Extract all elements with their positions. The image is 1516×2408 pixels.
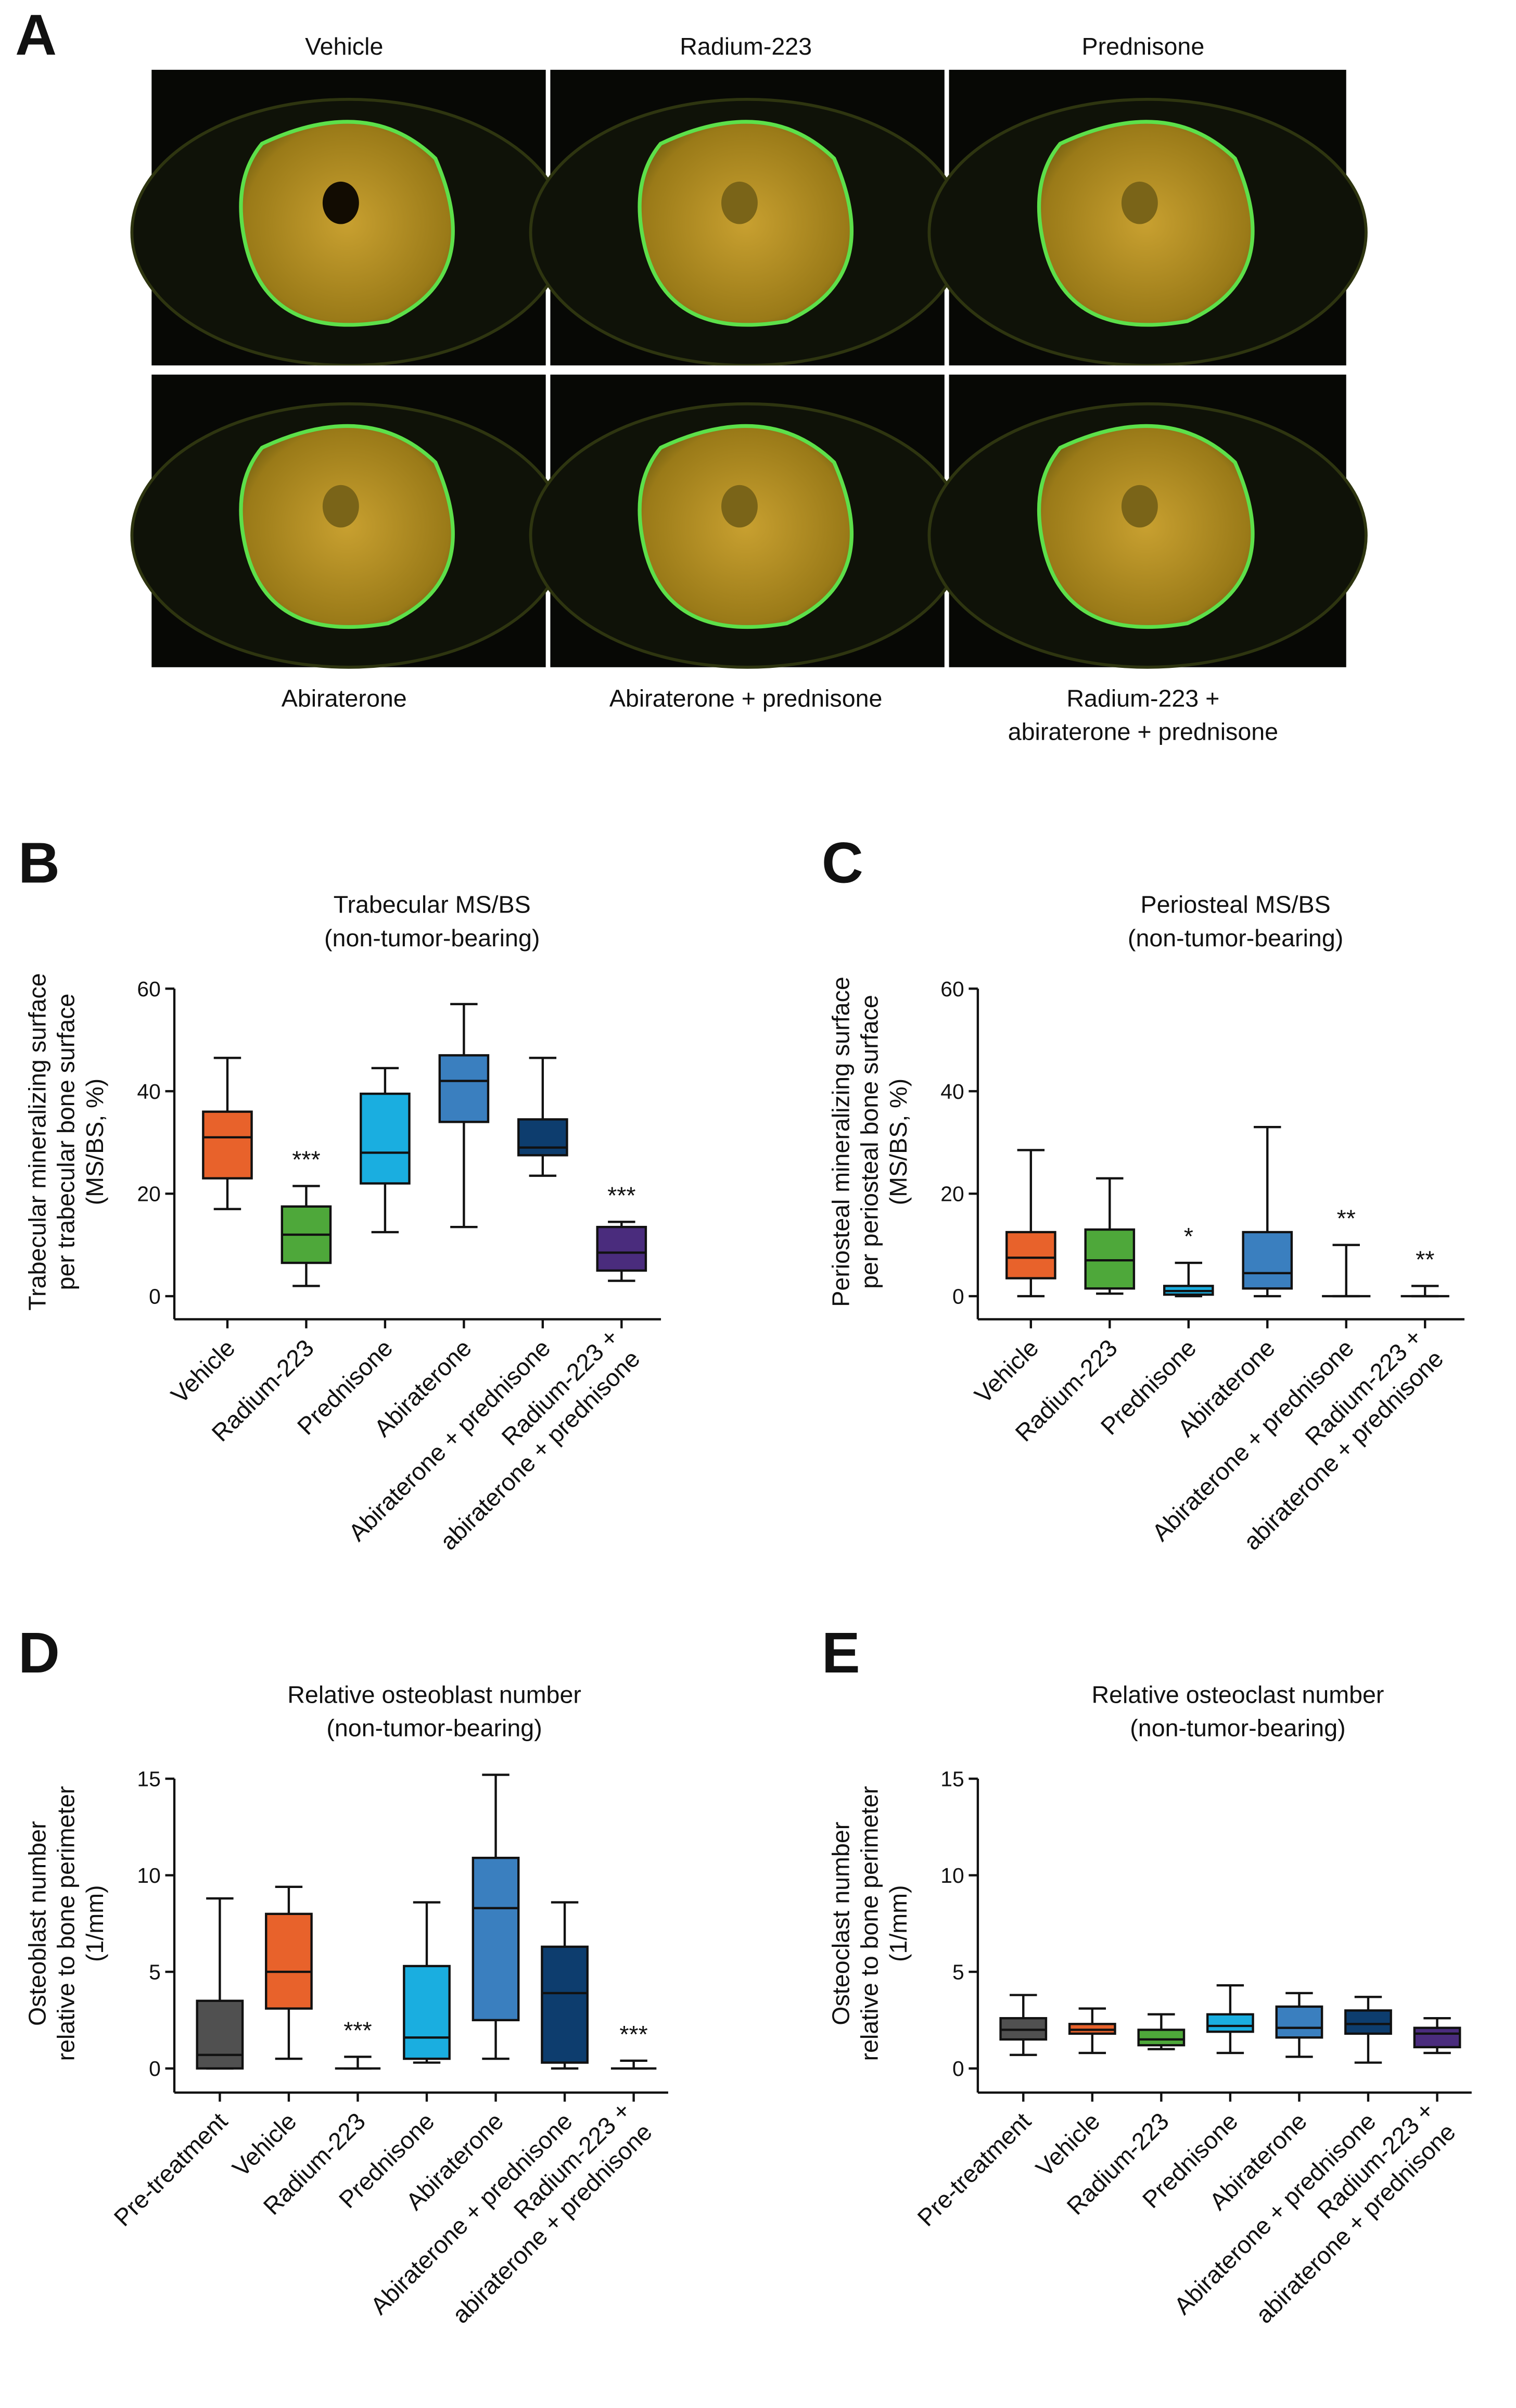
x-tick-label: Vehicle	[165, 1334, 240, 1409]
y-tick-label: 40	[940, 1080, 964, 1104]
y-axis-label: Trabecular mineralizing surface per trabe…	[23, 973, 108, 1310]
significance: **	[1416, 1246, 1434, 1273]
image-label: Radium-223 + abiraterone + prednisone	[1008, 685, 1278, 745]
box	[1206, 2013, 1254, 2033]
marrow	[721, 181, 758, 224]
chart-title: Relative osteoclast number (non-tumor-bea…	[1091, 1681, 1384, 1741]
image-label: Abiraterone	[282, 685, 407, 712]
chart-title: Relative osteoblast number (non-tumor-bea…	[287, 1681, 581, 1741]
x-tick-label: Vehicle	[969, 1334, 1043, 1409]
image-label: Abiraterone + prednisone	[609, 685, 883, 712]
significance: ***	[619, 2021, 647, 2048]
box	[1413, 2026, 1461, 2049]
y-tick-label: 0	[149, 1285, 161, 1309]
image-label: Prednisone	[1082, 33, 1205, 60]
bone-section	[1037, 120, 1255, 327]
y-tick-label: 15	[137, 1767, 160, 1791]
box	[1344, 2009, 1392, 2035]
box	[202, 1110, 253, 1180]
separator	[151, 365, 1346, 375]
y-tick-label: 0	[952, 1285, 964, 1309]
panel-letter: E	[822, 1621, 860, 1685]
box	[1275, 2005, 1323, 2039]
bone-section	[638, 120, 854, 327]
y-tick-label: 0	[149, 2057, 161, 2081]
y-axis-label: Osteoclast number relative to bone perime…	[827, 1786, 912, 2061]
box	[438, 1054, 490, 1123]
marrow	[1121, 485, 1158, 528]
panel-letter: A	[15, 3, 57, 67]
image-label: Vehicle	[305, 33, 383, 60]
box	[541, 1945, 589, 2064]
image-label: Radium-223	[680, 33, 812, 60]
y-axis-label: Osteoblast number relative to bone perime…	[23, 1786, 108, 2061]
y-tick-label: 10	[137, 1864, 160, 1887]
y-tick-label: 5	[952, 1960, 964, 1984]
box	[1137, 2029, 1186, 2047]
y-tick-label: 10	[940, 1864, 964, 1887]
y-axis-label: Periosteal mineralizing surface per perio…	[827, 977, 912, 1307]
box	[1084, 1228, 1136, 1290]
marrow	[322, 181, 359, 224]
y-tick-label: 20	[940, 1182, 964, 1206]
bone-section	[638, 424, 854, 629]
bone-section	[1037, 424, 1255, 629]
significance: ***	[607, 1182, 635, 1209]
box	[403, 1965, 451, 2060]
marrow	[1121, 181, 1158, 224]
significance: **	[1337, 1205, 1356, 1232]
marrow	[322, 485, 359, 528]
panel-letter: D	[18, 1621, 60, 1685]
box	[196, 1999, 244, 2070]
y-tick-label: 0	[952, 2057, 964, 2081]
panel-letter: C	[822, 831, 863, 895]
y-tick-label: 60	[137, 977, 160, 1001]
marrow	[721, 485, 758, 528]
significance: ***	[343, 2017, 372, 2044]
box	[472, 1856, 520, 2022]
significance: ***	[292, 1146, 320, 1173]
micrographs	[130, 70, 1368, 669]
box	[517, 1118, 568, 1157]
y-tick-label: 40	[137, 1080, 160, 1104]
chart-title: Trabecular MS/BS (non-tumor-bearing)	[324, 891, 540, 952]
chart-title: Periosteal MS/BS (non-tumor-bearing)	[1128, 891, 1343, 952]
y-tick-label: 20	[137, 1182, 160, 1206]
box	[596, 1225, 647, 1272]
y-tick-label: 60	[940, 977, 964, 1001]
box	[1242, 1231, 1293, 1290]
panel-letter: B	[18, 831, 60, 895]
significance: *	[1184, 1223, 1193, 1250]
y-tick-label: 5	[149, 1960, 161, 1984]
x-tick-label: Pre-treatment	[109, 2108, 233, 2232]
box	[265, 1912, 313, 2010]
bone-section	[239, 120, 455, 327]
box	[360, 1093, 411, 1185]
y-tick-label: 15	[940, 1767, 964, 1791]
bone-section	[239, 424, 455, 629]
box	[1005, 1231, 1056, 1279]
x-tick-label: Pre-treatment	[912, 2108, 1036, 2232]
